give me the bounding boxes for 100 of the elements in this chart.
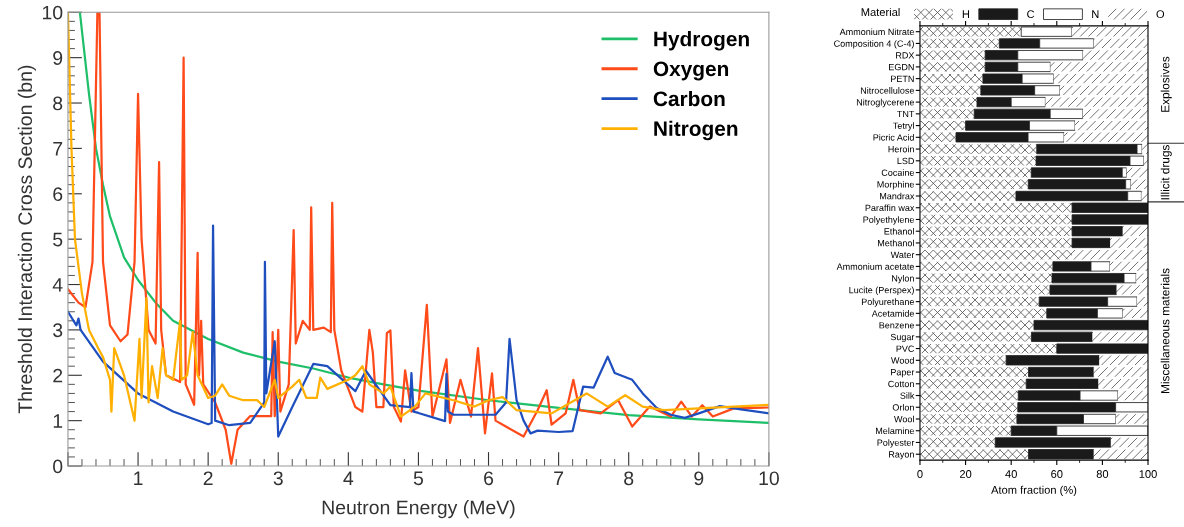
y-tick-label: RDX <box>896 52 915 59</box>
bar <box>919 320 1034 330</box>
y-tick-label: Polyethylene <box>863 216 915 225</box>
y-tick-label: Ammonium acetate <box>836 263 915 270</box>
y-tick-label: 10 <box>42 5 63 20</box>
legend-label: O <box>1156 10 1165 19</box>
y-tick-label: Benzene <box>879 322 915 329</box>
bar <box>919 390 1019 401</box>
bar <box>1071 27 1148 37</box>
y-tick-label: Acetamide <box>871 310 915 317</box>
y-tick-label: Morphine <box>877 180 915 190</box>
y-tick-label: Lucite (Perspex) <box>849 286 914 296</box>
bar <box>1110 437 1149 448</box>
x-tick-label: 4 <box>343 471 354 485</box>
x-tick-label: 1 <box>134 471 143 485</box>
bar <box>919 296 1040 307</box>
y-tick-label: 2 <box>53 368 63 383</box>
y-tick-label: Water <box>890 251 915 259</box>
bar <box>919 308 1047 319</box>
bar <box>1092 332 1149 342</box>
bar <box>1093 38 1149 49</box>
y-tick-label: Polyester <box>877 439 915 448</box>
y-tick-label: Nitroglycerene <box>856 98 915 108</box>
bar <box>1083 50 1149 60</box>
bar <box>919 238 1073 248</box>
bar <box>919 156 1037 166</box>
bar <box>919 449 1029 459</box>
bar <box>919 203 1073 213</box>
legend-label: N <box>1092 10 1099 18</box>
bar <box>919 85 981 96</box>
x-tick-label: 20 <box>959 470 972 478</box>
y-tick-label: Heroin <box>888 145 914 153</box>
bar <box>1053 73 1149 84</box>
y-tick-label: LSD <box>897 157 914 165</box>
x-tick-label: 10 <box>759 471 779 486</box>
bar <box>1109 261 1149 272</box>
y-tick-label: Mandrax <box>880 192 915 200</box>
bar <box>919 285 1050 295</box>
bar <box>1116 285 1149 295</box>
y-tick-label: Melamine <box>876 427 915 435</box>
y-axis-title: Threshold Interaction Cross Section (bn) <box>17 65 36 414</box>
bar <box>1136 273 1149 283</box>
bar <box>1115 414 1149 424</box>
x-tick-label: 80 <box>1096 470 1109 478</box>
y-tick-label: 6 <box>53 187 63 202</box>
bar <box>919 367 1029 377</box>
legend-label: Nitrogen <box>654 120 738 141</box>
legend-label: H <box>962 10 970 18</box>
y-tick-label: 7 <box>53 142 63 156</box>
x-tick-label: 2 <box>203 471 213 485</box>
y-tick-label: Orlon <box>892 403 914 411</box>
bar <box>919 214 1073 225</box>
bar <box>919 402 1018 412</box>
x-tick-label: 60 <box>1051 470 1063 478</box>
y-tick-label: 9 <box>53 51 63 65</box>
x-tick-label: 8 <box>624 471 634 486</box>
bar <box>919 73 983 84</box>
text: Explosives <box>1160 56 1172 112</box>
bar <box>1064 132 1149 143</box>
bar <box>919 97 977 107</box>
bar <box>919 144 1037 154</box>
x-axis-title: Neutron Energy (MeV) <box>322 500 515 519</box>
y-tick-label: Nylon <box>892 274 914 284</box>
bar <box>1141 191 1149 201</box>
bar <box>1059 85 1149 96</box>
bar <box>1122 308 1149 319</box>
bar <box>1098 379 1149 389</box>
y-tick-label: Tetryl <box>893 122 914 131</box>
bar <box>1075 120 1149 131</box>
y-tick-label: 4 <box>52 278 63 292</box>
bar <box>919 261 1053 272</box>
y-tick-label: TNT <box>897 110 915 118</box>
x-tick-label: 0 <box>917 470 923 478</box>
legend-label: Carbon <box>653 90 725 107</box>
y-tick-label: 8 <box>53 96 63 111</box>
bar <box>1045 97 1149 107</box>
bar <box>919 332 1032 342</box>
bar <box>919 62 986 72</box>
legend-label: C <box>1027 10 1035 19</box>
bar <box>1082 109 1149 119</box>
y-tick-label: 1 <box>53 414 63 428</box>
text: Illicit drugs <box>1160 145 1172 200</box>
bar <box>919 27 1022 37</box>
bar <box>919 355 1007 366</box>
bar <box>919 167 1032 178</box>
bar <box>919 132 956 143</box>
bar <box>1099 355 1149 366</box>
bar <box>919 273 1052 283</box>
y-tick-label: 5 <box>53 232 63 247</box>
text: Miscellaneous materials <box>1160 268 1170 393</box>
y-tick-label: Composition 4 (C-4) <box>834 40 914 49</box>
bar <box>919 426 1012 436</box>
x-tick-label: 5 <box>413 471 424 486</box>
y-tick-label: EGDN <box>889 63 914 71</box>
y-tick-label: Paper <box>891 369 915 378</box>
bar <box>919 437 996 448</box>
x-tick-label: 40 <box>1005 470 1017 478</box>
bar <box>919 379 1027 389</box>
y-tick-label: PETN <box>891 75 914 82</box>
y-tick-label: Polyurethane <box>861 298 915 307</box>
